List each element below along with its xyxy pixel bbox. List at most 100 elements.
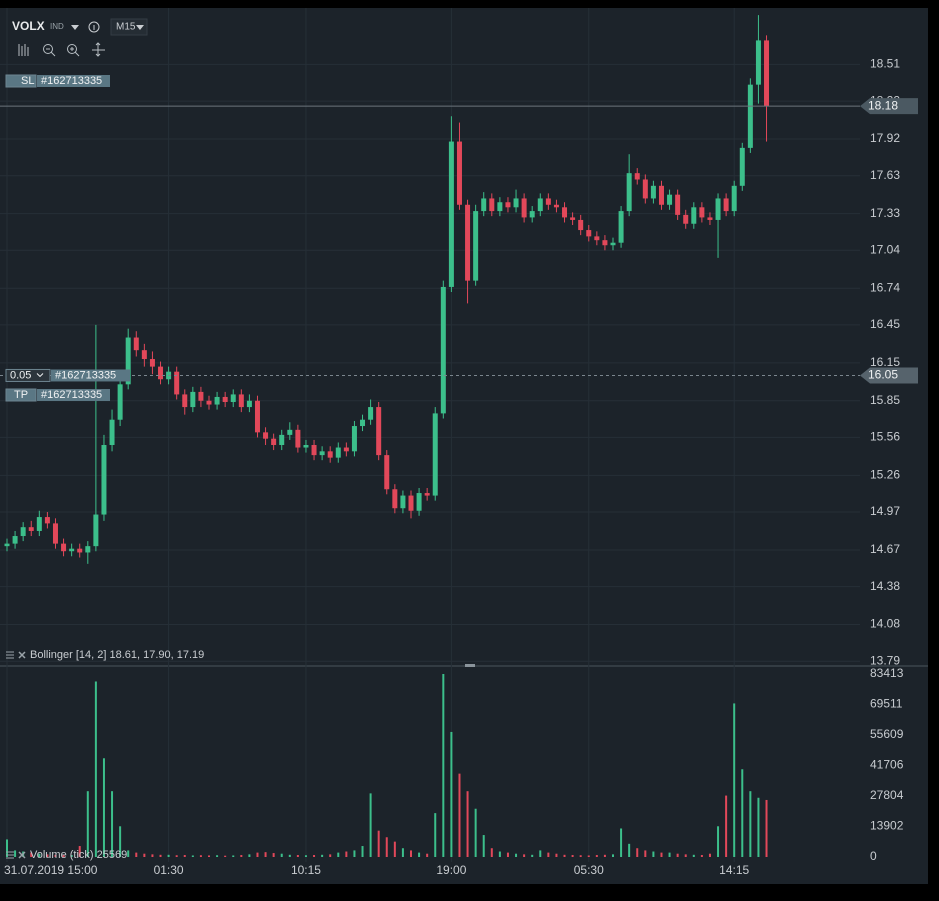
volume-bar — [676, 853, 679, 857]
volume-bar — [272, 853, 275, 857]
candle-body — [61, 543, 67, 552]
pan-icon[interactable] — [92, 42, 105, 57]
volume-menu-icon[interactable] — [6, 851, 14, 859]
volume-bar — [54, 854, 57, 857]
volume-bar — [741, 769, 744, 857]
price-tag — [860, 367, 918, 384]
chart-type-icon[interactable] — [18, 44, 29, 56]
volume-bar — [700, 855, 703, 857]
price-tag-label: 18.18 — [868, 98, 898, 112]
candle-body — [715, 198, 721, 220]
volume-close-icon[interactable] — [18, 851, 26, 859]
indicator-close-icon[interactable] — [18, 651, 26, 659]
volume-bar — [426, 853, 429, 857]
volume-bar — [111, 791, 114, 857]
candle-body — [311, 445, 317, 456]
candle-body — [271, 438, 277, 445]
info-icon[interactable] — [88, 21, 100, 33]
tp-badge-tag-label[interactable]: TP — [14, 389, 28, 401]
order-badge-tag[interactable] — [5, 368, 51, 382]
volume-bar — [6, 839, 8, 857]
chart-background — [0, 8, 928, 884]
y-tick-label: 69511 — [870, 697, 903, 711]
volume-bar — [151, 854, 154, 857]
tp-badge-id[interactable] — [37, 389, 110, 401]
candle-body — [190, 391, 196, 408]
y-tick-label: 16.45 — [870, 317, 900, 331]
candle-body — [182, 394, 188, 408]
candle-body — [206, 400, 212, 405]
x-tick-label: 19:00 — [436, 863, 466, 877]
volume-bar — [30, 852, 33, 857]
volume-bar — [224, 855, 227, 857]
candle-body — [327, 451, 333, 458]
candle-body — [755, 40, 761, 85]
candle-body — [731, 185, 737, 212]
timeframe-dropdown[interactable] — [136, 25, 144, 30]
zoom-out-icon[interactable] — [43, 44, 53, 54]
candle-body — [109, 419, 115, 445]
price-tag-label: 16.05 — [868, 368, 898, 382]
y-tick-label: 16.15 — [870, 355, 900, 369]
volume-bar — [377, 830, 380, 857]
timeframe[interactable]: M15 — [116, 22, 136, 33]
candle-body — [586, 230, 592, 237]
volume-bar — [733, 703, 736, 857]
timeframe-button[interactable] — [110, 18, 148, 36]
order-badge-id[interactable] — [37, 75, 110, 87]
candle-body — [602, 240, 608, 246]
volume-bar — [410, 850, 412, 857]
volume-bar — [482, 835, 485, 857]
volume-bar — [369, 793, 372, 857]
order-badge-id[interactable] — [51, 369, 130, 382]
order-badge-tag-label[interactable]: SL — [21, 75, 34, 87]
indicator-label: Bollinger [14, 2] 18.61, 17.90, 17.19 — [30, 649, 204, 661]
x-tick-label: 31.07.2019 15:00 — [4, 863, 98, 877]
indicator-menu-icon[interactable] — [6, 651, 14, 659]
symbol-dropdown[interactable] — [71, 25, 79, 30]
volume-bar — [353, 850, 356, 857]
y-tick-label: 14.67 — [870, 542, 900, 556]
order-badge-tag[interactable] — [5, 74, 37, 88]
y-tick-label: 17.04 — [870, 242, 900, 256]
volume-bar — [571, 855, 574, 857]
x-tick-label: 05:30 — [574, 863, 604, 877]
panel-resize-handle[interactable] — [465, 664, 475, 667]
volume-bar — [46, 854, 49, 857]
tp-badge-id-label[interactable]: #162713335 — [41, 389, 102, 401]
volume-bar — [692, 854, 695, 857]
candle-body — [642, 179, 648, 199]
candle-body — [626, 173, 632, 212]
volume-bar — [14, 850, 17, 857]
x-tick-label: 01:30 — [154, 863, 184, 877]
volume-bar — [458, 773, 461, 857]
y-tick-label: 41706 — [870, 758, 904, 772]
order-badge-id-label[interactable]: #162713335 — [41, 75, 102, 87]
candle-body — [675, 194, 681, 215]
volume-bar — [385, 837, 388, 857]
candle-body — [44, 517, 50, 524]
order-badge-id-label[interactable]: #162713335 — [55, 369, 116, 381]
volume-bar — [474, 808, 477, 857]
zoom-in-icon[interactable] — [67, 44, 77, 54]
candle-body — [537, 198, 543, 212]
x-tick-label: 14:15 — [719, 863, 749, 877]
candle-body — [440, 286, 446, 414]
tp-badge-tag[interactable] — [5, 388, 37, 402]
candle-body — [263, 432, 269, 439]
candle-body — [198, 391, 204, 401]
candle-body — [303, 445, 309, 448]
candle-body — [424, 493, 430, 496]
volume-bar — [208, 855, 210, 857]
y-tick-label: 13902 — [870, 819, 904, 833]
volume-bar — [264, 852, 267, 857]
volume-bar — [288, 854, 291, 857]
volume-bar — [450, 731, 453, 857]
order-badge-tag-label[interactable]: 0.05 — [10, 369, 31, 381]
volume-bar — [628, 843, 631, 857]
symbol[interactable]: VOLX — [12, 19, 45, 33]
candle-body — [416, 493, 422, 511]
volume-bar — [337, 852, 340, 857]
volume-bar — [498, 851, 501, 857]
